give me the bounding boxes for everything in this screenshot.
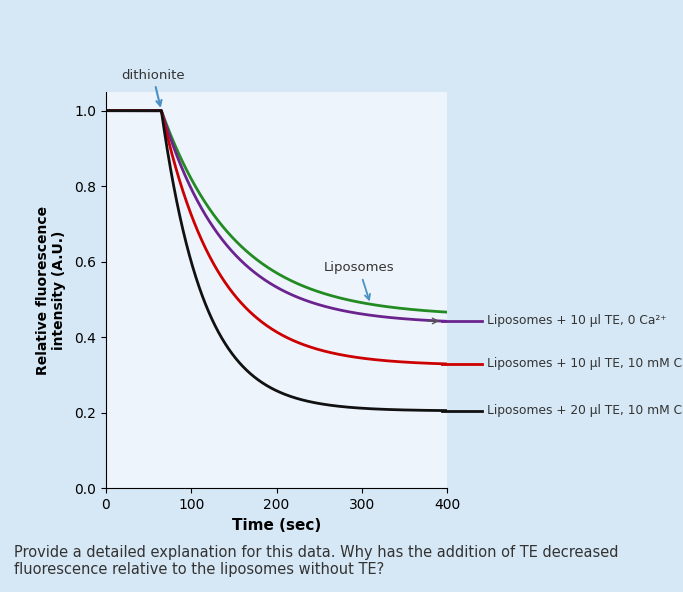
Text: Provide a detailed explanation for this data. Why has the addition of TE decreas: Provide a detailed explanation for this … [14, 545, 618, 577]
X-axis label: Time (sec): Time (sec) [232, 517, 321, 533]
Text: Liposomes + 10 μl TE, 0 Ca²⁺: Liposomes + 10 μl TE, 0 Ca²⁺ [488, 314, 667, 327]
Y-axis label: Relative fluorescence
intensity (A.U.): Relative fluorescence intensity (A.U.) [36, 205, 66, 375]
Text: Liposomes: Liposomes [324, 261, 394, 300]
Text: Liposomes + 10 μl TE, 10 mM Ca²⁺: Liposomes + 10 μl TE, 10 mM Ca²⁺ [488, 357, 683, 370]
Text: dithionite: dithionite [121, 69, 184, 106]
Text: Liposomes + 20 μl TE, 10 mM Ca²⁺: Liposomes + 20 μl TE, 10 mM Ca²⁺ [488, 404, 683, 417]
